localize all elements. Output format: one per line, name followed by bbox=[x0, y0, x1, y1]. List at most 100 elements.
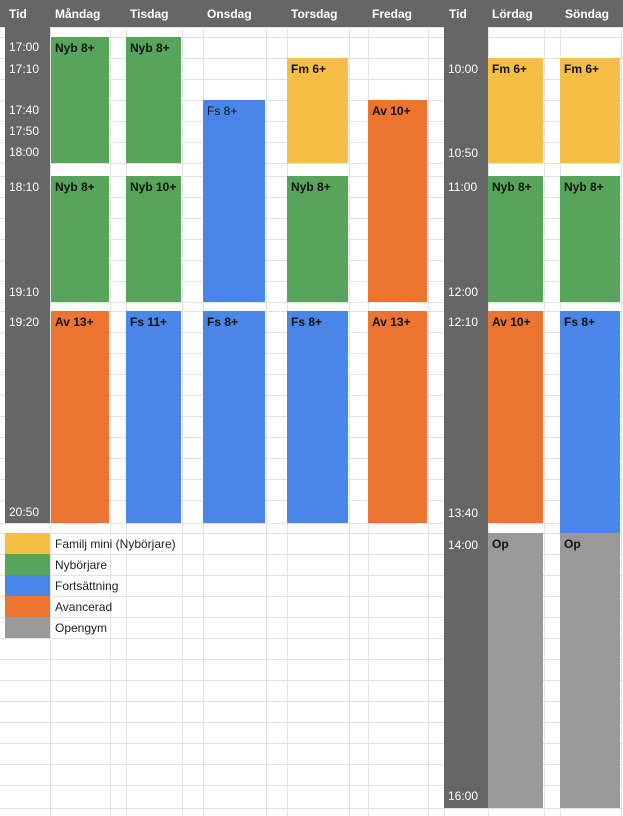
class-block bbox=[368, 100, 427, 302]
class-label: Fs 8+ bbox=[207, 315, 239, 329]
class-label: Fs 8+ bbox=[564, 315, 596, 329]
time-label: 17:50 bbox=[9, 124, 40, 138]
class-block bbox=[560, 533, 620, 808]
column-header: Tid bbox=[9, 7, 27, 21]
grid-line bbox=[0, 575, 623, 576]
grid-line bbox=[0, 523, 623, 524]
column-header: Tid bbox=[449, 7, 467, 21]
class-block bbox=[287, 176, 348, 302]
grid-line bbox=[110, 0, 111, 816]
class-block bbox=[287, 311, 348, 523]
column-header: Söndag bbox=[565, 7, 609, 21]
time-label: 17:40 bbox=[9, 103, 40, 117]
class-block bbox=[203, 100, 265, 302]
class-label: Nyb 8+ bbox=[55, 41, 95, 55]
class-label: Nyb 8+ bbox=[492, 180, 532, 194]
class-block bbox=[203, 311, 265, 523]
legend-swatch bbox=[5, 617, 50, 638]
grid-line bbox=[0, 163, 623, 164]
time-label: 18:00 bbox=[9, 145, 40, 159]
grid-line bbox=[0, 808, 623, 809]
legend-label: Familj mini (Nybörjare) bbox=[55, 537, 176, 551]
class-label: Fm 6+ bbox=[564, 62, 600, 76]
time-label: 20:50 bbox=[9, 505, 40, 519]
class-label: Nyb 8+ bbox=[55, 180, 95, 194]
grid-line bbox=[349, 0, 350, 816]
class-block bbox=[368, 311, 427, 523]
grid-line bbox=[0, 533, 623, 534]
class-block bbox=[126, 176, 181, 302]
class-label: Fs 8+ bbox=[291, 315, 323, 329]
class-block bbox=[488, 533, 543, 808]
grid-line bbox=[0, 596, 623, 597]
time-label: 10:50 bbox=[448, 146, 479, 160]
grid-line bbox=[428, 0, 429, 816]
class-block bbox=[488, 311, 543, 523]
class-label: Nyb 10+ bbox=[130, 180, 177, 194]
time-label: 18:10 bbox=[9, 180, 40, 194]
column-header: Fredag bbox=[372, 7, 413, 21]
time-label: 17:00 bbox=[9, 40, 40, 54]
class-label: Op bbox=[564, 537, 581, 551]
legend-label: Fortsättning bbox=[55, 579, 119, 593]
column-header: Onsdag bbox=[207, 7, 252, 21]
time-label: 10:00 bbox=[448, 62, 479, 76]
legend-label: Avancerad bbox=[55, 600, 113, 614]
grid-line bbox=[0, 743, 623, 744]
grid-line bbox=[0, 764, 623, 765]
class-block bbox=[51, 176, 109, 302]
grid-line bbox=[0, 27, 623, 28]
grid-line bbox=[0, 617, 623, 618]
class-block bbox=[51, 311, 109, 523]
time-column bbox=[5, 27, 50, 523]
time-label: 11:00 bbox=[448, 180, 478, 194]
time-label: 14:00 bbox=[448, 538, 479, 552]
grid-line bbox=[0, 701, 623, 702]
header-row bbox=[0, 0, 623, 27]
column-header: Lördag bbox=[492, 7, 533, 21]
legend-swatch bbox=[5, 575, 50, 596]
time-label: 19:10 bbox=[9, 285, 40, 299]
column-header: Torsdag bbox=[291, 7, 338, 21]
grid-line bbox=[0, 37, 623, 38]
legend-swatch bbox=[5, 554, 50, 575]
class-label: Fs 8+ bbox=[207, 104, 238, 118]
class-label: Fm 6+ bbox=[291, 62, 327, 76]
grid-line bbox=[621, 0, 622, 816]
time-label: 12:10 bbox=[448, 315, 479, 329]
class-label: Fm 6+ bbox=[492, 62, 528, 76]
class-label: Nyb 8+ bbox=[291, 180, 331, 194]
legend-swatch bbox=[5, 533, 50, 554]
grid-line bbox=[182, 0, 183, 816]
grid-line bbox=[0, 554, 623, 555]
time-label: 12:00 bbox=[448, 285, 479, 299]
time-label: 17:10 bbox=[9, 62, 40, 76]
grid-line bbox=[266, 0, 267, 816]
class-block bbox=[560, 58, 620, 163]
time-label: 13:40 bbox=[448, 506, 479, 520]
class-block bbox=[126, 311, 181, 523]
class-block bbox=[126, 37, 181, 163]
class-label: Fs 11+ bbox=[130, 315, 168, 329]
class-block bbox=[287, 58, 348, 163]
grid-line bbox=[0, 680, 623, 681]
class-label: Nyb 8+ bbox=[130, 41, 170, 55]
class-label: Nyb 8+ bbox=[564, 180, 604, 194]
class-block bbox=[488, 58, 543, 163]
column-header: Måndag bbox=[55, 7, 101, 21]
time-column bbox=[444, 27, 488, 808]
class-block bbox=[488, 176, 543, 302]
grid-line bbox=[544, 0, 545, 816]
grid-line bbox=[0, 659, 623, 660]
class-block bbox=[51, 37, 109, 163]
grid-line bbox=[50, 0, 51, 816]
class-label: Av 10+ bbox=[492, 315, 531, 329]
time-label: 19:20 bbox=[9, 315, 40, 329]
grid-line bbox=[0, 722, 623, 723]
class-label: Op bbox=[492, 537, 509, 551]
legend-label: Opengym bbox=[55, 621, 108, 635]
class-label: Av 13+ bbox=[55, 315, 94, 329]
class-label: Av 13+ bbox=[372, 315, 411, 329]
class-block bbox=[560, 176, 620, 302]
